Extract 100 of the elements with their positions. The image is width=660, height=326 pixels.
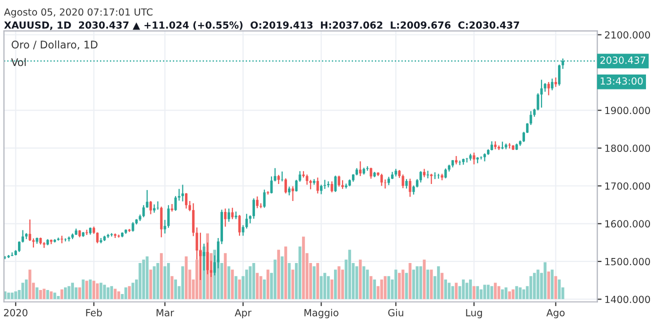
bar	[416, 266, 419, 300]
bar	[532, 272, 536, 300]
bar	[71, 282, 74, 300]
candlestick	[558, 64, 561, 86]
candlestick	[252, 198, 255, 220]
bar	[370, 276, 372, 300]
bar	[472, 286, 476, 300]
bar	[230, 270, 234, 300]
y-tick-label: 1700.000	[605, 182, 650, 190]
text: Agosto 05, 2020 07:17:01 UTC	[4, 8, 153, 18]
y-tick-label: 2100.000	[604, 31, 650, 39]
y-tick-label: 1500.000	[605, 258, 650, 266]
candlestick	[444, 168, 447, 179]
candlestick	[132, 222, 134, 232]
candlestick	[306, 174, 308, 186]
candlestick	[274, 168, 276, 182]
bar	[103, 284, 106, 300]
chart-title: Vol	[11, 58, 26, 66]
bar	[74, 287, 78, 300]
bar	[544, 262, 546, 300]
bar	[10, 292, 14, 300]
candlestick	[550, 78, 554, 91]
candlestick	[359, 160, 362, 177]
bar	[42, 288, 46, 300]
x-tick-label: 2020	[4, 308, 28, 316]
bar	[398, 272, 401, 300]
candlestick	[540, 79, 543, 108]
bar	[160, 253, 163, 300]
candlestick	[330, 180, 334, 193]
bar	[298, 246, 302, 300]
ref-line-label: 2030.437	[600, 56, 646, 64]
bar	[7, 292, 10, 300]
bar	[476, 286, 479, 300]
bar	[227, 266, 230, 300]
bar	[64, 287, 67, 300]
bar	[28, 270, 32, 300]
bar	[238, 279, 241, 300]
candlestick	[149, 200, 152, 215]
bar	[163, 266, 166, 300]
candlestick	[402, 174, 404, 189]
bar	[338, 266, 340, 300]
text: 13:43:00	[600, 77, 643, 85]
candlestick	[280, 170, 284, 182]
x-tick-label: Feb	[86, 308, 102, 316]
bar	[138, 262, 142, 300]
bar	[174, 279, 177, 300]
bar	[341, 270, 344, 300]
candlestick	[320, 184, 322, 195]
candlestick	[458, 160, 462, 166]
bar	[469, 279, 472, 300]
bar	[110, 286, 114, 300]
bar	[444, 279, 448, 300]
candlestick	[277, 174, 280, 185]
bar	[170, 276, 174, 300]
candlestick	[370, 167, 372, 180]
bar	[312, 266, 316, 300]
bar	[302, 236, 305, 300]
text: Oro / Dollaro, 1D	[12, 40, 98, 50]
candlestick	[28, 218, 32, 242]
x-tick-label: Lug	[466, 309, 482, 318]
bar	[504, 287, 508, 300]
bar	[512, 289, 515, 300]
bar	[96, 283, 99, 300]
x-tick-label: Giu	[388, 308, 404, 316]
bar	[508, 291, 511, 300]
bar	[234, 276, 238, 300]
candlestick	[160, 206, 163, 238]
candlestick	[472, 152, 476, 165]
bar	[501, 289, 504, 300]
bar	[529, 276, 532, 300]
bar	[245, 270, 248, 300]
bar	[380, 279, 384, 300]
bar	[128, 286, 131, 300]
candlestick	[316, 177, 319, 194]
bar	[547, 272, 550, 300]
bar	[402, 270, 404, 300]
candlestick	[284, 178, 287, 194]
bar	[68, 286, 70, 300]
bar	[146, 256, 149, 300]
bar	[334, 270, 337, 300]
candlestick	[430, 173, 433, 185]
y-tick-label: 1900.000	[605, 106, 650, 114]
candlestick	[228, 208, 230, 222]
candlestick	[184, 192, 188, 210]
bar	[536, 270, 540, 300]
y-tick-label: 1600.000	[605, 220, 650, 228]
bar	[430, 270, 433, 300]
bar	[114, 288, 117, 300]
bar	[515, 286, 518, 300]
candlestick	[245, 213, 248, 230]
candlestick	[455, 155, 458, 165]
bar	[462, 279, 465, 300]
bar	[24, 279, 28, 300]
bar	[448, 282, 451, 300]
candlestick	[419, 170, 422, 184]
candlestick	[408, 178, 412, 198]
candlestick	[256, 196, 259, 209]
candlestick	[309, 179, 312, 190]
x-tick-label: Apr	[234, 309, 252, 318]
bar	[106, 287, 110, 300]
